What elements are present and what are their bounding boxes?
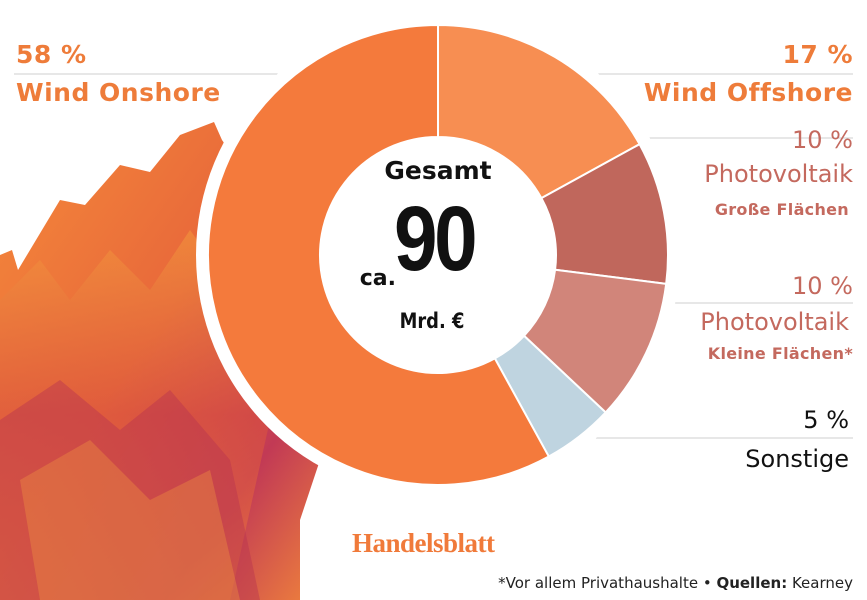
onshore-name: Wind Onshore (16, 78, 221, 107)
sonstige-percent: 5 % (803, 406, 849, 434)
center-title: Gesamt (384, 156, 492, 185)
pv-small-name: Photovoltaik (700, 308, 849, 336)
donut-hole (320, 137, 556, 373)
center-prefix: ca. (359, 266, 396, 291)
center-value: 90 (394, 188, 478, 290)
offshore-name: Wind Offshore (643, 78, 853, 107)
pv-small-percent: 10 % (792, 272, 853, 300)
footnote-note: *Vor allem Privathaushalte • (498, 574, 717, 592)
footnote-source: Kearney (787, 574, 853, 592)
sonstige-name: Sonstige (745, 445, 849, 473)
onshore-percent: 58 % (16, 40, 87, 69)
center-unit: Mrd. € (399, 309, 465, 333)
label-lines (14, 73, 853, 439)
pv-large-name: Photovoltaik (704, 160, 853, 188)
pv-small-sub: Kleine Flächen* (707, 344, 853, 363)
pv-large-percent: 10 % (792, 126, 853, 154)
donut-slices (207, 23, 669, 486)
handelsblatt-logo: Handelsblatt (352, 528, 495, 558)
pv-large-sub: Große Flächen (714, 200, 849, 219)
offshore-percent: 17 % (782, 40, 853, 69)
footnote: *Vor allem Privathaushalte • Quellen: Ke… (498, 574, 853, 592)
footnote-source-label: Quellen: (716, 574, 788, 592)
